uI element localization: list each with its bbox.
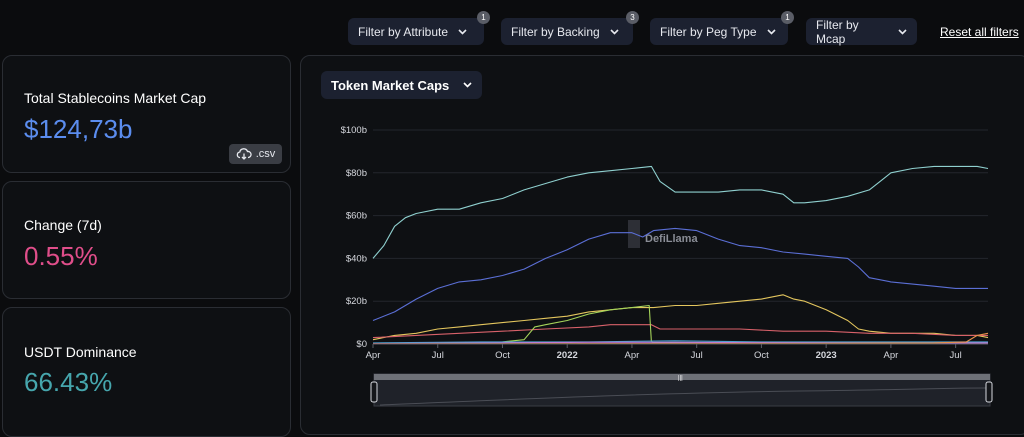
x-tick-label: Apr [883,350,898,361]
series-line-1 [372,165,989,259]
usdt-dominance-label: USDT Dominance [24,344,137,360]
series-line-4 [372,324,988,339]
x-tick-label: Jul [950,350,962,361]
chevron-down-icon [610,28,619,35]
x-axis: Apr Jul Oct 2022 Apr Jul Oct 2023 Apr Jul [366,343,988,361]
chart-type-select[interactable]: Token Market Caps [321,71,483,99]
total-market-cap-label: Total Stablecoins Market Cap [24,90,207,106]
chart-type-label: Token Market Caps [331,77,450,93]
range-slider-bar[interactable] [374,374,990,380]
filter-attribute-label: Filter by Attribute [358,24,449,39]
range-slider-right-handle[interactable] [985,381,993,403]
x-tick-label: 2023 [816,350,837,361]
chevron-down-icon [458,28,467,35]
csv-label: .csv [255,148,276,160]
series-line-2 [372,227,988,322]
x-tick-label: Oct [754,350,769,361]
y-tick-label: $0 [356,339,367,350]
chevron-down-icon [766,28,776,35]
y-tick-label: $40b [346,253,367,264]
filter-peg-type-badge: 1 [781,11,794,24]
change-7d-card: Change (7d) 0.55% [2,181,291,299]
y-tick-label: $80b [346,168,367,179]
total-market-cap-value: $124,73b [24,114,133,144]
filter-backing-badge: 3 [626,11,639,24]
range-slider[interactable]: ||| [370,373,993,407]
chart-series [372,165,989,345]
series-line-5 [372,304,988,345]
series-line-6 [372,340,988,344]
x-tick-label: Jul [691,350,703,361]
range-slider-left-handle[interactable] [370,381,378,403]
x-tick-label: 2022 [557,350,578,361]
chevron-down-icon [898,28,907,35]
usdt-dominance-value: 66.43% [24,367,113,397]
change-7d-value: 0.55% [24,241,98,271]
cloud-download-icon [236,148,252,160]
y-tick-label: $20b [346,296,367,307]
token-market-caps-chart: DefiLlama $0 $20b $40b $60b $80b $100b Apr Jul… [341,125,993,407]
reset-filters-link[interactable]: Reset all filters [940,25,1019,39]
x-tick-label: Apr [366,350,381,361]
filter-attribute-button[interactable]: Filter by Attribute 1 [348,11,490,45]
filter-backing-button[interactable]: Filter by Backing 3 [501,11,639,45]
filter-peg-type-button[interactable]: Filter by Peg Type 1 [650,11,794,45]
filter-attribute-badge: 1 [477,11,490,24]
filter-backing-label: Filter by Backing [511,24,600,39]
x-tick-label: Apr [625,350,640,361]
usdt-dominance-card: USDT Dominance 66.43% [2,307,291,437]
defillama-watermark: DefiLlama [628,220,698,248]
chevron-down-icon [463,82,472,88]
filter-peg-type-label: Filter by Peg Type [660,24,757,39]
x-tick-label: Oct [495,350,510,361]
y-tick-label: $60b [346,211,367,222]
filter-mcap-button[interactable]: Filter by Mcap [806,17,917,46]
y-axis: $0 $20b $40b $60b $80b $100b [341,125,367,350]
change-7d-label: Change (7d) [24,217,102,233]
y-tick-label: $100b [341,125,367,136]
total-market-cap-card: Total Stablecoins Market Cap $124,73b .c… [2,55,291,173]
filter-mcap-label: Filter by Mcap [816,17,859,46]
range-slider-grip-icon[interactable]: ||| [678,376,683,382]
watermark-text: DefiLlama [645,233,698,245]
download-csv-button[interactable]: .csv [229,144,282,164]
range-slider-preview-line [379,387,987,406]
chart-panel [300,55,1024,435]
x-tick-label: Jul [432,350,444,361]
